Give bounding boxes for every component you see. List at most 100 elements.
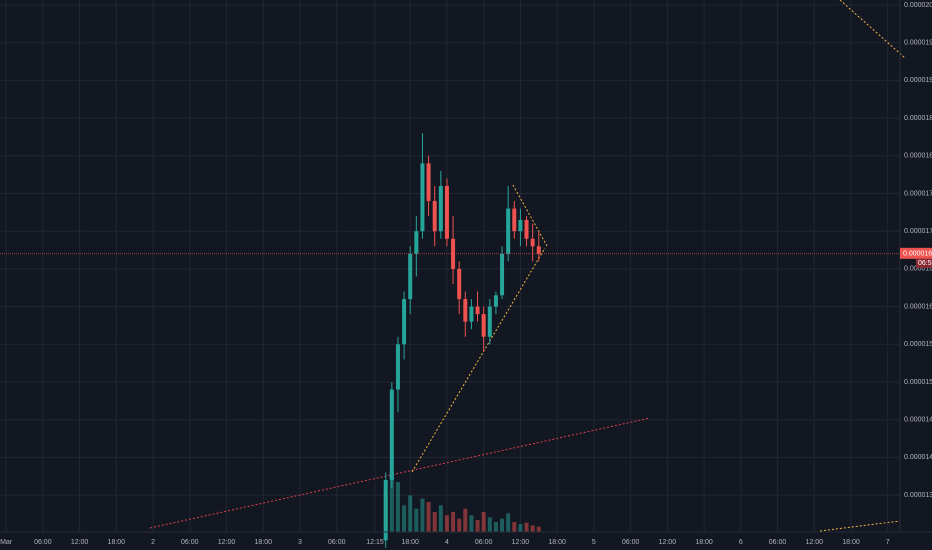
candle-body (408, 253, 413, 300)
candle-body (530, 238, 535, 247)
candle-body (487, 306, 492, 337)
volume-bar (518, 524, 523, 532)
y-tick-label: 0.00001600 (904, 303, 932, 310)
x-tick-label: 7 (886, 539, 890, 546)
volume-bar (493, 522, 498, 532)
candle-body (395, 344, 400, 390)
candle-body (438, 185, 443, 232)
candles (383, 133, 541, 548)
x-tick-label: 06:00 (34, 539, 52, 546)
candle-body (420, 163, 425, 232)
y-tick-label: 0.00001400 (904, 454, 932, 461)
y-tick-label: 0.00001450 (904, 417, 932, 424)
candle-body (389, 389, 394, 481)
volume-bar (469, 515, 474, 532)
trend-line (149, 417, 651, 529)
y-tick-label: 0.00001550 (904, 341, 932, 348)
volume-bar (451, 512, 456, 532)
x-tick-label: 2 (151, 539, 155, 546)
y-tick-label: 0.00001700 (904, 228, 932, 235)
x-tick-label: 5 (592, 539, 596, 546)
volume-bar (512, 522, 517, 532)
x-tick-label: 3 (298, 539, 302, 546)
drawings (149, 0, 906, 532)
volume-bar (432, 512, 437, 532)
x-tick-label: 12:15 (366, 539, 384, 546)
x-tick-label: 18:00 (108, 539, 126, 546)
volume-bar (536, 526, 541, 532)
y-tick-label: 0.00001950 (904, 40, 932, 47)
x-tick-label: 06:00 (769, 539, 787, 546)
y-tick-label: 0.00001800 (904, 153, 932, 160)
candle-body (506, 208, 511, 254)
volume-bar (524, 522, 529, 532)
volume-bar (408, 495, 413, 532)
candle-body (444, 185, 449, 239)
trend-line (411, 247, 546, 473)
volume-bar (426, 502, 431, 532)
candle-body (512, 208, 517, 232)
x-tick-label: 06:00 (328, 539, 346, 546)
x-tick-label: 18:00 (548, 539, 566, 546)
candle-body (426, 163, 431, 202)
candle-body (469, 306, 474, 322)
x-tick-label: Mar (0, 539, 13, 546)
volume-bar (481, 512, 486, 532)
x-tick-label: 18:00 (254, 539, 272, 546)
y-tick-label: 0.00001650 (904, 266, 932, 273)
volume-bar (402, 505, 407, 532)
x-tick-label: 12:00 (659, 539, 677, 546)
volume-bar (438, 505, 443, 532)
volume-bar (444, 515, 449, 532)
x-tick-label: 6 (739, 539, 743, 546)
x-tick-label: 06:00 (181, 539, 199, 546)
candle-body (432, 201, 437, 232)
last-price-box (900, 247, 932, 259)
candle-body (451, 238, 456, 269)
x-tick-label: 4 (445, 539, 449, 546)
volume-bar (395, 482, 400, 532)
volume-bar (500, 518, 505, 532)
candle-body (463, 299, 468, 322)
y-tick-label: 0.00001500 (904, 379, 932, 386)
candle-body (500, 253, 505, 296)
volume-bar (457, 518, 462, 532)
candle-body (493, 295, 498, 307)
candle-body (475, 306, 480, 315)
volume-bar (530, 525, 535, 532)
y-tick-label: 0.00001900 (904, 77, 932, 84)
y-tick-label: 0.00001850 (904, 115, 932, 122)
volume-bar (506, 513, 511, 532)
candle-body (481, 314, 486, 337)
y-tick-label: 0.00002000 (904, 2, 932, 9)
volume-bar (420, 498, 425, 532)
candle-body (414, 231, 419, 254)
candle-body (536, 246, 541, 254)
x-tick-label: 18:00 (401, 539, 419, 546)
x-tick-label: 06:00 (622, 539, 640, 546)
x-tick-label: 06:00 (475, 539, 493, 546)
x-tick-label: 12:00 (218, 539, 236, 546)
volume-bar (389, 472, 394, 532)
volume-bar (414, 508, 419, 532)
countdown-label: 06:53 (918, 260, 932, 267)
grid (0, 0, 900, 532)
candle-body (518, 219, 523, 232)
x-tick-label: 12:00 (71, 539, 89, 546)
countdown-box (916, 258, 932, 268)
y-tick-label: 0.00001350 (904, 492, 932, 499)
x-tick-label: 12:00 (512, 539, 530, 546)
volume-bar (475, 520, 480, 532)
trend-line (839, 0, 906, 59)
x-tick-label: 12:00 (806, 539, 824, 546)
candle-body (402, 299, 407, 345)
candle-body (383, 480, 388, 541)
x-tick-label: 18:00 (695, 539, 713, 546)
y-tick-label: 0.00001750 (904, 190, 932, 197)
candle-body (457, 268, 462, 300)
last-price-label: 0.00001670 (903, 251, 932, 258)
